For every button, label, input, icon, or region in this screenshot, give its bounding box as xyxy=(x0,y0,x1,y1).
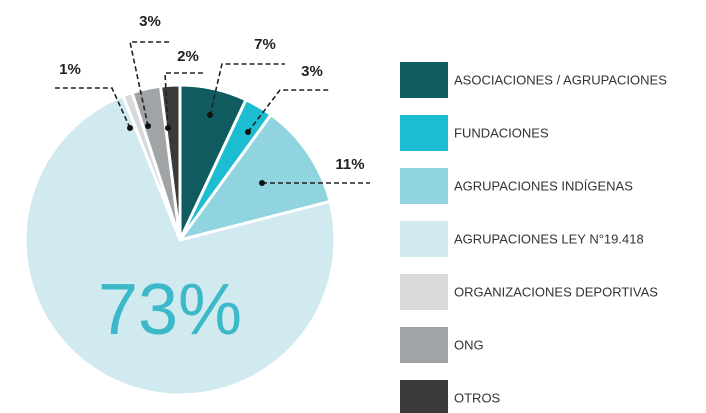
leader-dot xyxy=(245,129,251,135)
value-label: 2% xyxy=(177,48,199,65)
legend-swatch xyxy=(400,274,448,310)
legend-label: ORGANIZACIONES DEPORTIVAS xyxy=(454,284,658,299)
pie-slice xyxy=(158,83,182,241)
pie-slice xyxy=(176,112,332,243)
legend-swatch xyxy=(400,62,448,98)
leader-line xyxy=(129,41,172,127)
legend-swatch xyxy=(400,221,448,257)
value-label: 1% xyxy=(59,61,81,78)
leader-dot xyxy=(259,180,265,186)
value-label: 3% xyxy=(301,63,323,80)
leader-line xyxy=(55,87,131,129)
leader-dot xyxy=(145,123,151,129)
leader-line xyxy=(164,72,205,129)
legend-label: ASOCIACIONES / AGRUPACIONES xyxy=(454,72,667,87)
legend-label: AGRUPACIONES LEY N°19.418 xyxy=(454,231,644,246)
value-label: 11% xyxy=(335,156,364,173)
leader-dot xyxy=(165,125,171,131)
legend-label: AGRUPACIONES INDÍGENAS xyxy=(454,178,633,193)
leader-dot xyxy=(127,125,133,131)
value-label: 73% xyxy=(98,270,242,350)
legend-swatch xyxy=(400,168,448,204)
leader-line xyxy=(247,89,330,133)
legend-swatch xyxy=(400,327,448,363)
value-label: 3% xyxy=(139,13,161,30)
legend-label: FUNDACIONES xyxy=(454,125,549,140)
leader-dot xyxy=(207,112,213,118)
legend-swatch xyxy=(400,115,448,151)
legend-label: OTROS xyxy=(454,390,501,405)
value-label: 7% xyxy=(254,36,276,53)
legend-label: ONG xyxy=(454,337,484,352)
pie-slice xyxy=(23,93,337,397)
leader-line xyxy=(209,63,285,116)
legend-swatch xyxy=(400,380,448,413)
